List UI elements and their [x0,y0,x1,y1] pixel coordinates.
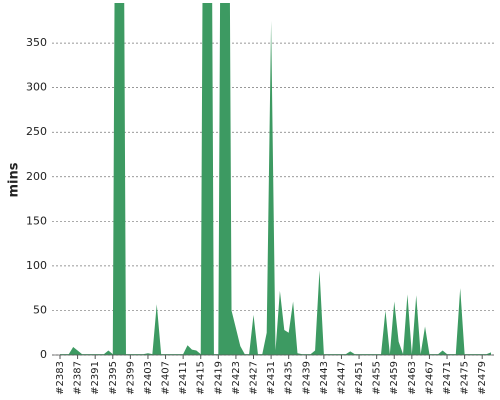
x-tick-label: #2423 [231,361,242,395]
x-tick-label: #2475 [460,361,471,395]
x-tick-label: #2439 [301,361,312,395]
y-tick-label: 0 [40,348,47,361]
x-tick-label: #2411 [178,361,189,395]
x-tick-label: #2471 [442,361,453,395]
x-tick-label: #2395 [108,361,119,395]
x-tick-label: #2435 [284,361,295,395]
x-tick-label: #2419 [213,361,224,395]
x-tick-label: #2455 [372,361,383,395]
x-tick-label: #2427 [249,361,260,395]
y-tick-label: 150 [26,214,47,227]
x-tick-label: #2459 [389,361,400,395]
x-tick-label: #2479 [477,361,488,395]
y-tick-label: 200 [26,170,47,183]
x-tick-label: #2399 [125,361,136,395]
x-tick-label: #2447 [336,361,347,395]
y-tick-label: 250 [26,125,47,138]
x-tick-label: #2383 [55,361,66,395]
x-tick-label: #2415 [196,361,207,395]
x-tick-label: #2451 [354,361,365,395]
y-tick-label: 50 [33,303,47,316]
x-tick-label: #2387 [73,361,84,395]
y-tick-label: 350 [26,36,47,49]
x-tick-label: #2407 [161,361,172,395]
x-tick-label: #2463 [407,361,418,395]
y-tick-label: 100 [26,259,47,272]
y-tick-label: 300 [26,81,47,94]
y-axis-label: mins [7,162,22,197]
x-tick-label: #2391 [90,361,101,395]
x-tick-label: #2443 [319,361,330,395]
x-tick-label: #2431 [266,361,277,395]
x-tick-label: #2467 [424,361,435,395]
area [60,3,491,355]
x-tick-label: #2403 [143,361,154,395]
